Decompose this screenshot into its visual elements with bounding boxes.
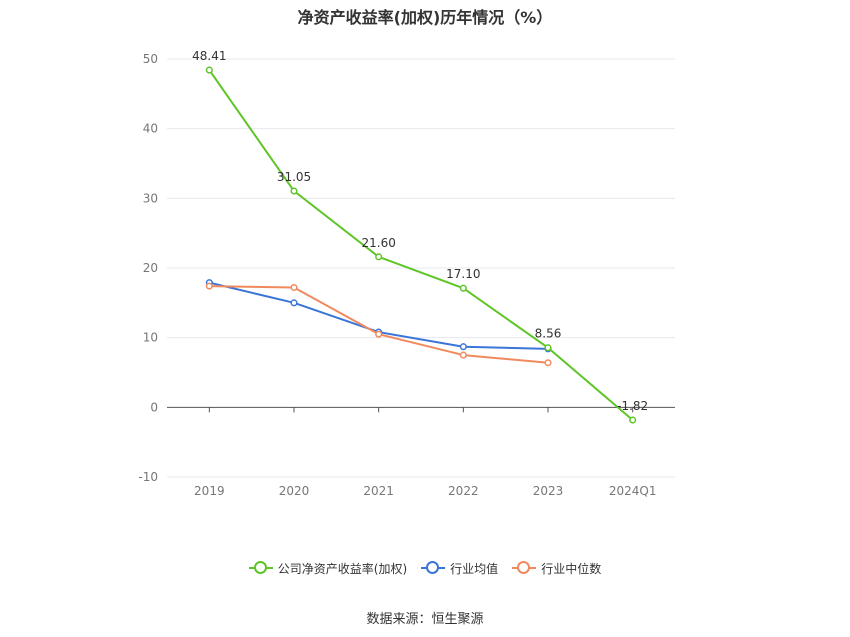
data-point xyxy=(629,416,637,424)
data-point xyxy=(205,282,213,290)
data-point xyxy=(375,330,383,338)
x-tick-label: 2021 xyxy=(363,484,394,498)
y-tick-label: 10 xyxy=(143,331,158,345)
data-label: -1.82 xyxy=(617,399,648,413)
data-label: 21.60 xyxy=(361,236,395,250)
y-tick-label: 30 xyxy=(143,191,158,205)
legend-label: 行业均值 xyxy=(450,561,499,576)
data-point xyxy=(459,351,467,359)
y-tick-label: -10 xyxy=(138,470,158,484)
series-line xyxy=(209,281,549,350)
grid-lines xyxy=(167,58,675,478)
data-source: 数据来源：恒生聚源 xyxy=(366,612,484,627)
data-point xyxy=(205,66,213,74)
data-point xyxy=(290,299,298,307)
legend-label: 公司净资产收益率(加权) xyxy=(277,561,408,576)
legend-item[interactable]: 行业中位数 xyxy=(512,560,601,577)
legend-swatch-icon xyxy=(248,560,273,574)
data-label: 31.05 xyxy=(277,170,311,184)
x-tick-label: 2023 xyxy=(533,484,564,498)
y-tick-label: 40 xyxy=(143,122,158,136)
data-label: 48.41 xyxy=(192,49,226,63)
legend-swatch-icon xyxy=(421,560,446,574)
chart-title: 净资产收益率(加权)历年情况（%） xyxy=(297,8,553,27)
x-tick-label: 2019 xyxy=(194,484,225,498)
data-point xyxy=(544,359,552,367)
data-label: 8.56 xyxy=(535,327,562,341)
y-tick-label: 20 xyxy=(143,261,158,275)
series-line xyxy=(209,285,549,364)
y-tick-label: 50 xyxy=(143,52,158,66)
data-point xyxy=(459,284,467,292)
data-point xyxy=(375,253,383,261)
x-tick-label: 2020 xyxy=(279,484,310,498)
series-line xyxy=(208,69,634,421)
legend: 公司净资产收益率(加权) 行业均值 行业中位数 xyxy=(0,559,850,577)
y-tick-label: 0 xyxy=(150,400,158,414)
x-tick-label: 2022 xyxy=(448,484,479,498)
data-point xyxy=(290,283,298,292)
legend-label: 行业中位数 xyxy=(541,561,602,576)
axes: 50 40 30 20 10 0 -10 2019 2020 2021 2022 2023 2024Q1 xyxy=(138,52,675,498)
legend-item[interactable]: 行业均值 xyxy=(421,560,498,577)
legend-item[interactable]: 公司净资产收益率(加权) xyxy=(248,560,408,577)
data-labels: 48.41 31.05 21.60 17.10 8.56 -1.82 xyxy=(192,49,648,413)
data-point xyxy=(459,343,467,351)
legend-swatch-icon xyxy=(512,560,537,574)
x-tick-label: 2024Q1 xyxy=(609,484,657,498)
data-label: 17.10 xyxy=(446,267,480,281)
series-lines xyxy=(205,66,637,424)
data-point xyxy=(290,187,298,195)
data-point xyxy=(544,344,552,352)
